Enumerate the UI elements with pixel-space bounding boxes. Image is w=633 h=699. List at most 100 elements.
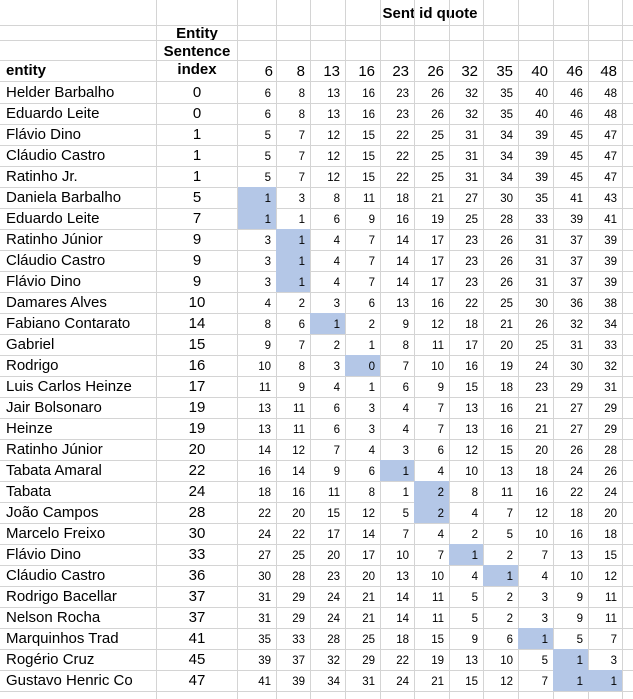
entity-sentence-index-cell[interactable]: 36 (188, 567, 206, 584)
distance-cell[interactable]: 18 (570, 508, 583, 520)
distance-cell[interactable]: 4 (541, 571, 548, 583)
distance-cell[interactable]: 3 (402, 445, 409, 457)
entity-sentence-index-cell[interactable]: 7 (192, 210, 202, 227)
entity-cell[interactable]: Flávio Dino (6, 273, 82, 290)
distance-cell[interactable]: 0 (345, 355, 380, 376)
distance-cell[interactable]: 14 (292, 466, 305, 478)
distance-cell[interactable]: 35 (535, 193, 548, 205)
entity-sentence-index-cell[interactable]: 5 (192, 189, 202, 206)
distance-cell[interactable]: 4 (333, 382, 340, 394)
distance-cell[interactable]: 22 (396, 130, 409, 142)
distance-cell[interactable]: 15 (431, 634, 444, 646)
header-sent-id[interactable]: 13 (323, 63, 340, 80)
distance-cell[interactable]: 1 (276, 250, 310, 271)
distance-cell[interactable]: 25 (431, 130, 444, 142)
entity-cell[interactable]: Ratinho Júnior (6, 441, 103, 458)
distance-cell[interactable]: 30 (258, 571, 271, 583)
distance-cell[interactable]: 10 (500, 655, 513, 667)
distance-cell[interactable]: 5 (471, 592, 478, 604)
distance-cell[interactable]: 21 (431, 676, 444, 688)
distance-cell[interactable]: 10 (396, 550, 409, 562)
distance-cell[interactable]: 22 (292, 529, 305, 541)
distance-cell[interactable]: 28 (604, 445, 617, 457)
distance-cell[interactable]: 22 (396, 655, 409, 667)
distance-cell[interactable]: 30 (535, 298, 548, 310)
distance-cell[interactable]: 26 (500, 256, 513, 268)
distance-cell[interactable]: 39 (258, 655, 271, 667)
header-sent-id[interactable]: 40 (531, 63, 548, 80)
entity-sentence-index-cell[interactable]: 47 (188, 672, 206, 689)
distance-cell[interactable]: 13 (396, 571, 409, 583)
distance-cell[interactable]: 6 (437, 445, 444, 457)
distance-cell[interactable]: 24 (327, 592, 340, 604)
distance-cell[interactable]: 3 (368, 403, 375, 415)
header-sent-id[interactable]: 35 (496, 63, 513, 80)
distance-cell[interactable]: 8 (298, 109, 305, 121)
distance-cell[interactable]: 5 (402, 508, 409, 520)
distance-cell[interactable]: 48 (604, 88, 617, 100)
header-sent-id[interactable]: 8 (296, 63, 305, 80)
distance-cell[interactable]: 6 (368, 298, 375, 310)
distance-cell[interactable]: 4 (264, 298, 271, 310)
distance-cell[interactable]: 18 (535, 466, 548, 478)
distance-cell[interactable]: 18 (396, 193, 409, 205)
distance-cell[interactable]: 37 (570, 256, 583, 268)
distance-cell[interactable]: 14 (396, 592, 409, 604)
distance-cell[interactable]: 4 (471, 508, 478, 520)
entity-cell[interactable]: Marcelo Freixo (6, 525, 106, 542)
distance-cell[interactable]: 31 (258, 592, 271, 604)
distance-cell[interactable]: 25 (500, 298, 513, 310)
entity-sentence-index-cell[interactable]: 9 (192, 273, 202, 290)
distance-cell[interactable]: 12 (604, 571, 617, 583)
distance-cell[interactable]: 21 (535, 424, 548, 436)
distance-cell[interactable]: 31 (604, 382, 617, 394)
distance-cell[interactable]: 13 (396, 298, 409, 310)
distance-cell[interactable]: 15 (362, 130, 375, 142)
entity-sentence-index-cell[interactable]: 19 (188, 399, 206, 416)
header-entity-sentence-index[interactable]: Entity Sentence index (157, 25, 237, 82)
distance-cell[interactable]: 24 (570, 466, 583, 478)
distance-cell[interactable]: 24 (396, 676, 409, 688)
distance-cell[interactable]: 39 (535, 151, 548, 163)
distance-cell[interactable]: 9 (402, 319, 409, 331)
entity-cell[interactable]: Helder Barbalho (6, 84, 115, 101)
distance-cell[interactable]: 45 (570, 130, 583, 142)
distance-cell[interactable]: 25 (362, 634, 375, 646)
distance-cell[interactable]: 31 (465, 172, 478, 184)
distance-cell[interactable]: 12 (500, 676, 513, 688)
distance-cell[interactable]: 11 (293, 424, 305, 436)
distance-cell[interactable]: 30 (570, 361, 583, 373)
distance-cell[interactable]: 6 (333, 424, 340, 436)
distance-cell[interactable]: 15 (327, 508, 340, 520)
header-sent-id[interactable]: 46 (566, 63, 583, 80)
entity-sentence-index-cell[interactable]: 37 (188, 588, 206, 605)
distance-cell[interactable]: 41 (258, 676, 271, 688)
distance-cell[interactable]: 23 (465, 256, 478, 268)
distance-cell[interactable]: 26 (535, 319, 548, 331)
distance-cell[interactable]: 10 (570, 571, 583, 583)
distance-cell[interactable]: 32 (465, 109, 478, 121)
distance-cell[interactable]: 8 (402, 340, 409, 352)
distance-cell[interactable]: 21 (362, 592, 375, 604)
distance-cell[interactable]: 14 (396, 256, 409, 268)
distance-cell[interactable]: 12 (362, 508, 375, 520)
distance-cell[interactable]: 34 (500, 151, 513, 163)
distance-cell[interactable]: 30 (500, 193, 513, 205)
distance-cell[interactable]: 11 (259, 382, 271, 394)
distance-cell[interactable]: 11 (328, 487, 340, 499)
distance-cell[interactable]: 6 (333, 403, 340, 415)
entity-sentence-index-cell[interactable]: 1 (192, 147, 202, 164)
distance-cell[interactable]: 40 (535, 88, 548, 100)
distance-cell[interactable]: 11 (432, 340, 444, 352)
distance-cell[interactable]: 4 (333, 256, 340, 268)
distance-cell[interactable]: 7 (368, 235, 375, 247)
distance-cell[interactable]: 7 (368, 277, 375, 289)
distance-cell[interactable]: 12 (327, 151, 340, 163)
entity-cell[interactable]: Tabata (6, 483, 52, 500)
distance-cell[interactable]: 27 (570, 403, 583, 415)
distance-cell[interactable]: 41 (604, 214, 617, 226)
distance-cell[interactable]: 7 (402, 529, 409, 541)
entity-cell[interactable]: Rogério Cruz (6, 651, 95, 668)
distance-cell[interactable]: 1 (298, 214, 305, 226)
distance-cell[interactable]: 31 (535, 256, 548, 268)
